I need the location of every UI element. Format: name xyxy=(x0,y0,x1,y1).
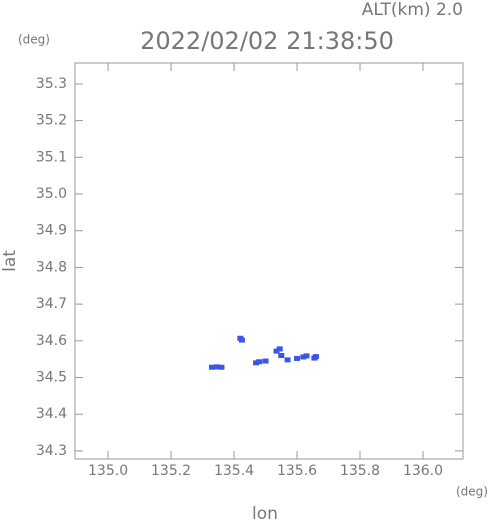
y-tick-label: 35.3 xyxy=(36,76,67,92)
echo-point xyxy=(276,346,283,352)
echo-point xyxy=(218,364,225,370)
y-unit: (deg) xyxy=(18,33,50,47)
x-tick-label: 135.0 xyxy=(88,463,128,479)
x-tick-label: 135.6 xyxy=(277,463,317,479)
echo-point xyxy=(312,354,319,360)
echo-point xyxy=(238,337,245,343)
y-axis-label: lat xyxy=(0,250,20,272)
x-tick-label: 136.0 xyxy=(403,463,443,479)
y-tick-label: 34.6 xyxy=(36,333,67,349)
echo-point xyxy=(256,359,263,365)
y-tick-label: 34.9 xyxy=(36,223,67,239)
plot-frame xyxy=(74,62,464,460)
y-tick-label: 35.2 xyxy=(36,113,67,129)
x-tick-label: 135.4 xyxy=(214,463,254,479)
echo-point xyxy=(208,364,215,370)
x-unit: (deg) xyxy=(456,485,488,499)
echo-point xyxy=(278,353,285,359)
x-tick-label: 135.2 xyxy=(151,463,191,479)
y-tick-label: 35.1 xyxy=(36,149,67,165)
x-axis-label: lon xyxy=(252,504,278,521)
x-tick-label: 135.8 xyxy=(340,463,380,479)
echo-point xyxy=(262,358,269,364)
y-tick-label: 34.8 xyxy=(36,259,67,275)
echo-point xyxy=(303,353,310,359)
y-tick-label: 34.7 xyxy=(36,296,67,312)
altitude: ALT(km) 2.0 xyxy=(362,0,463,20)
echo-point xyxy=(213,364,220,370)
echo-point xyxy=(284,357,291,363)
echo-point xyxy=(300,354,307,360)
echo-point xyxy=(294,355,301,361)
chart-title: 2022/02/02 21:38:50 xyxy=(140,27,394,55)
y-tick-label: 34.3 xyxy=(36,443,67,459)
y-tick-label: 34.4 xyxy=(36,406,67,422)
y-tick-label: 34.5 xyxy=(36,370,67,386)
echo-point xyxy=(273,348,280,354)
y-tick-label: 35.0 xyxy=(36,186,67,202)
echo-point xyxy=(253,360,260,366)
